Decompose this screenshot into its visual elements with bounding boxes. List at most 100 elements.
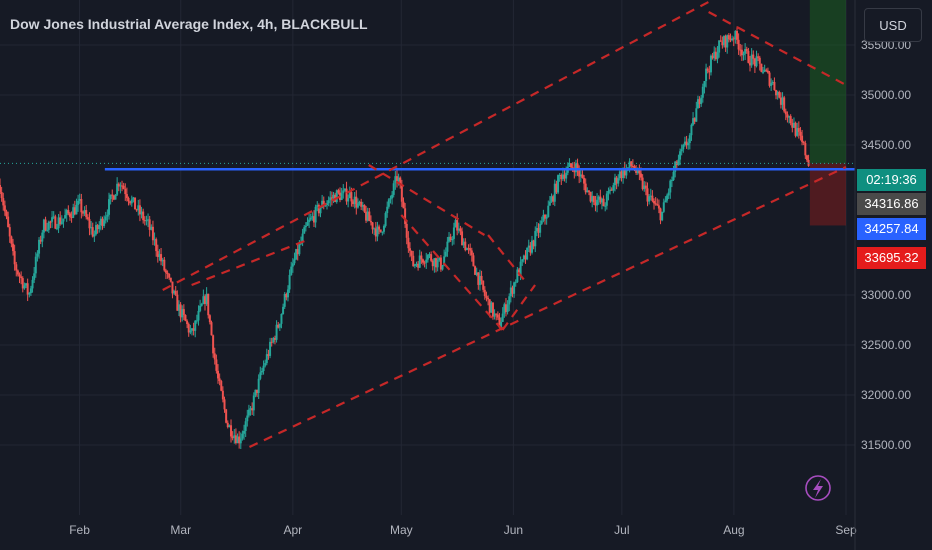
- candle-body: [470, 250, 473, 256]
- candle-body: [72, 207, 75, 218]
- candle-body: [256, 389, 259, 394]
- candle-body: [413, 264, 416, 267]
- candle-body: [99, 218, 102, 226]
- candle-body: [426, 255, 429, 260]
- candle-body: [397, 177, 400, 182]
- candle-body: [277, 324, 280, 328]
- candle-body: [760, 63, 763, 72]
- candle-body: [15, 264, 18, 271]
- candle-body: [98, 225, 101, 230]
- candle-body: [771, 82, 774, 84]
- candle-body: [594, 202, 597, 206]
- candle-body: [366, 211, 369, 221]
- candle-body: [763, 69, 766, 72]
- candle-body: [745, 49, 748, 51]
- candle-body: [439, 257, 442, 270]
- candle-body: [161, 259, 164, 262]
- trend-line: [248, 166, 847, 448]
- candle-body: [713, 51, 716, 59]
- candle-body: [677, 159, 680, 166]
- candle-body: [348, 192, 351, 199]
- candle-body: [395, 176, 398, 182]
- candle-body: [428, 254, 431, 256]
- drawings: [0, 0, 855, 448]
- candle-body: [112, 195, 115, 200]
- currency-selector[interactable]: USD: [864, 8, 922, 42]
- candle-body: [34, 256, 37, 274]
- candle-body: [365, 211, 368, 221]
- candle-body: [68, 213, 71, 217]
- candle-body: [408, 248, 411, 251]
- candle-body: [236, 436, 239, 444]
- candle-body: [519, 261, 522, 276]
- candle-body: [496, 314, 499, 318]
- candle-body: [57, 217, 60, 229]
- candle-body: [719, 40, 722, 42]
- candle-body: [195, 320, 198, 322]
- candle-body: [291, 263, 294, 267]
- candle-body: [217, 370, 220, 379]
- candle-body: [405, 223, 408, 238]
- candle-body: [0, 191, 3, 199]
- candle-body: [190, 328, 193, 331]
- candle-body: [786, 114, 789, 118]
- candle-body: [260, 371, 263, 373]
- candle-body: [306, 222, 309, 226]
- candle-body: [151, 226, 154, 241]
- candle-body: [783, 97, 786, 112]
- candle-body: [779, 97, 782, 105]
- candle-body: [653, 200, 656, 204]
- trend-line: [191, 238, 308, 287]
- candle-body: [628, 161, 631, 168]
- candle-body: [784, 111, 787, 115]
- candle-body: [485, 296, 488, 298]
- candle-body: [521, 259, 524, 262]
- candle-body: [46, 229, 49, 231]
- candle-body: [412, 255, 415, 267]
- candle-body: [561, 174, 564, 180]
- candle-body: [203, 296, 206, 304]
- candle-body: [77, 200, 80, 205]
- candle-body: [666, 195, 669, 201]
- candle-body: [587, 190, 590, 192]
- candle-body: [88, 219, 91, 229]
- candle-body: [376, 226, 379, 237]
- candle-body: [207, 293, 210, 316]
- candle-body: [454, 220, 457, 228]
- candle-body: [109, 194, 112, 200]
- candle-body: [389, 198, 392, 200]
- candles: [0, 26, 810, 450]
- candle-body: [327, 200, 330, 204]
- candle-body: [208, 315, 211, 323]
- candle-body: [483, 289, 486, 297]
- candle-body: [591, 196, 594, 202]
- candle-body: [735, 30, 738, 40]
- candle-body: [173, 290, 176, 294]
- candle-body: [114, 194, 117, 200]
- candle-body: [711, 55, 714, 59]
- candle-body: [418, 255, 421, 268]
- candle-body: [67, 210, 70, 214]
- candle-body: [391, 194, 394, 199]
- candle-body: [662, 202, 665, 212]
- candle-body: [553, 183, 556, 202]
- candle-body: [36, 253, 39, 257]
- candle-body: [674, 161, 677, 172]
- candle-body: [670, 180, 673, 182]
- candle-body: [21, 278, 24, 289]
- candle-body: [374, 228, 377, 237]
- candle-body: [363, 204, 366, 212]
- candle-body: [491, 302, 494, 317]
- candle-body: [386, 206, 389, 214]
- candle-body: [422, 259, 424, 263]
- candle-body: [267, 354, 270, 356]
- candle-body: [415, 263, 418, 265]
- lightning-icon[interactable]: [805, 475, 831, 501]
- x-tick-label: Sep: [835, 523, 857, 537]
- candle-body: [317, 205, 320, 214]
- candle-body: [775, 90, 778, 96]
- candle-body: [234, 435, 237, 444]
- candle-body: [163, 259, 166, 271]
